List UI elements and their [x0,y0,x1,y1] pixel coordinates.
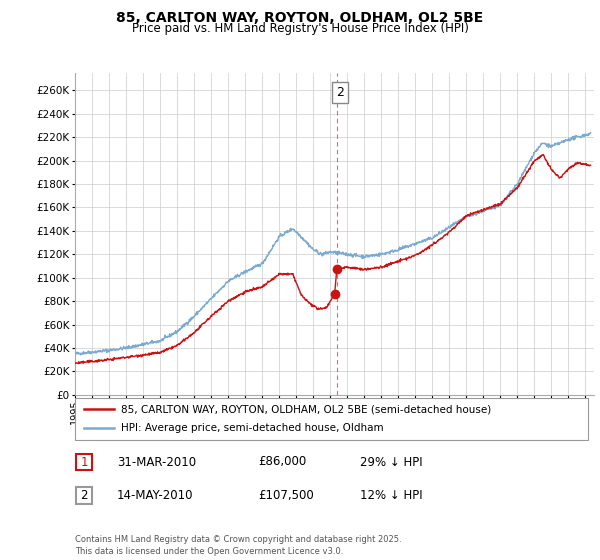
Text: 12% ↓ HPI: 12% ↓ HPI [360,489,422,502]
Text: Contains HM Land Registry data © Crown copyright and database right 2025.
This d: Contains HM Land Registry data © Crown c… [75,535,401,556]
Text: 29% ↓ HPI: 29% ↓ HPI [360,455,422,469]
Text: 14-MAY-2010: 14-MAY-2010 [117,489,193,502]
Text: 85, CARLTON WAY, ROYTON, OLDHAM, OL2 5BE (semi-detached house): 85, CARLTON WAY, ROYTON, OLDHAM, OL2 5BE… [121,404,491,414]
Text: HPI: Average price, semi-detached house, Oldham: HPI: Average price, semi-detached house,… [121,423,384,433]
Text: £107,500: £107,500 [258,489,314,502]
Text: 31-MAR-2010: 31-MAR-2010 [117,455,196,469]
Text: Price paid vs. HM Land Registry's House Price Index (HPI): Price paid vs. HM Land Registry's House … [131,22,469,35]
Text: 2: 2 [80,489,88,502]
Text: 1: 1 [80,455,88,469]
Text: 85, CARLTON WAY, ROYTON, OLDHAM, OL2 5BE: 85, CARLTON WAY, ROYTON, OLDHAM, OL2 5BE [116,11,484,25]
Text: £86,000: £86,000 [258,455,306,469]
Text: 2: 2 [336,86,344,99]
